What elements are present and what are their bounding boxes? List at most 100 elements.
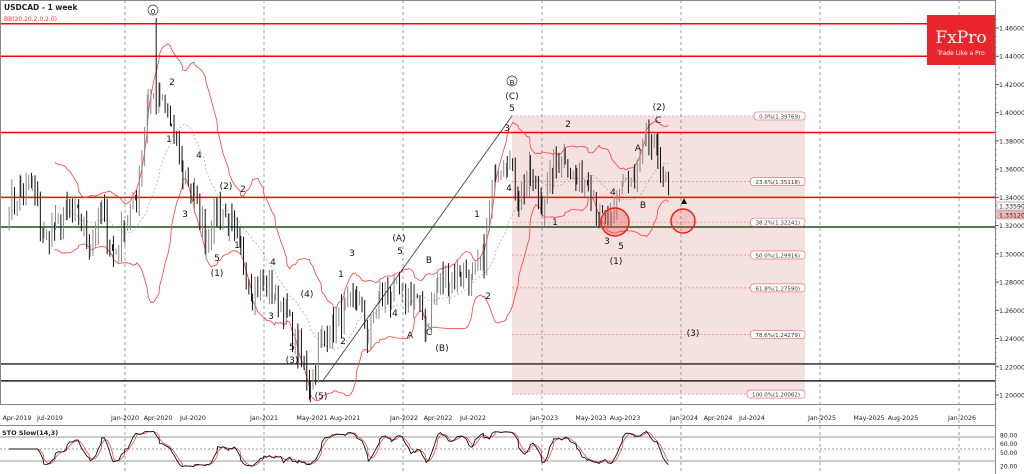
- wave-label: 4: [196, 151, 202, 161]
- wave-label: 2: [485, 292, 491, 302]
- stoch-level-label: 60.00: [1000, 441, 1017, 448]
- wave-label: B: [510, 79, 515, 87]
- wave-label: 2: [169, 78, 175, 88]
- fib-label: 0.0%(1.39769): [759, 114, 800, 120]
- price-tick-label: 1.40000: [999, 110, 1024, 117]
- time-tick-label: Jan-2024: [669, 415, 698, 422]
- time-tick-label: Apr-2022: [424, 415, 453, 422]
- horizontal-levels: [0, 23, 995, 382]
- price-tick-label: 1.22000: [999, 364, 1024, 371]
- wave-label: C: [655, 116, 661, 126]
- wave-label: 1: [552, 218, 558, 228]
- wave-label: (A): [392, 234, 405, 244]
- time-tick-label: Jul-2024: [738, 415, 765, 422]
- time-tick-label: Apr-2024: [704, 415, 733, 422]
- wave-label: (2): [220, 182, 233, 192]
- price-tick-label: 1.28000: [999, 280, 1024, 287]
- time-axis: Apr-2019 Jul-2019 Jan-2020 Apr-2020 Jul-2020…: [3, 415, 976, 422]
- wave-label: (1): [610, 257, 623, 267]
- price-axis: 1.46000 1.44000 1.42000 1.40000 1.38000 1.360…: [995, 19, 1024, 410]
- fib-label-box: [750, 330, 806, 339]
- wave-label: 0: [151, 8, 155, 16]
- wave-label: 5: [397, 247, 403, 257]
- price-tick-label: 1.20000: [999, 392, 1024, 399]
- fib-label: 78.6%(1.24279): [756, 333, 801, 339]
- indicator-label: BB(20,20,2.0,2.0): [4, 16, 57, 23]
- svg-text:FxPro: FxPro: [935, 28, 986, 48]
- wave-label: 5: [214, 254, 220, 264]
- trend-line: [321, 115, 513, 383]
- time-tick-label: May-2021: [296, 415, 327, 422]
- fib-label-box: [750, 250, 806, 260]
- fxpro-logo: FxPro Trade Like a Pro: [927, 15, 995, 65]
- wave-label: B: [640, 201, 646, 211]
- wave-label: 4: [270, 258, 276, 268]
- time-tick-label: Jan-2026: [947, 415, 976, 422]
- time-tick-label: Jan-2025: [807, 415, 836, 422]
- time-tick-label: Aug-2023: [610, 415, 641, 422]
- wave-label: A: [635, 144, 642, 154]
- wave-circle: [147, 4, 159, 16]
- wave-label: 3: [268, 312, 274, 322]
- wave-label: 3: [604, 237, 610, 247]
- wave-label: 3: [349, 249, 355, 259]
- time-grid: [124, 0, 960, 474]
- time-tick-label: Jul-2022: [459, 415, 486, 422]
- fib-label: 61.8%(1.27590): [756, 286, 801, 292]
- time-tick-label: Jul-2020: [179, 415, 206, 422]
- price-tick-label: 1.32000: [999, 223, 1024, 230]
- price-bars: [8, 18, 670, 403]
- bid-price-box: [996, 201, 1024, 211]
- fib-label-box: [750, 177, 806, 186]
- wave-label: 4: [610, 188, 616, 198]
- highlight-circle: [670, 208, 696, 234]
- arrow-up-icon: [681, 198, 687, 204]
- wave-label: (5): [315, 392, 328, 402]
- price-tick-label: 1.36000: [999, 167, 1024, 174]
- wave-label: 4: [506, 184, 512, 194]
- price-tick-label: 1.24000: [999, 336, 1024, 343]
- symbol-title: USDCAD - 1 week: [4, 3, 79, 12]
- middle-band: [54, 124, 669, 350]
- price-tick-label: 1.46000: [999, 26, 1024, 33]
- fib-label: 100.0%(1.20062): [752, 393, 800, 399]
- price-tick-label: 1.44000: [999, 54, 1024, 61]
- wave-label: (C): [505, 92, 518, 102]
- wave-circle: [506, 75, 518, 87]
- fib-label: 23.6%(1.35118): [756, 180, 801, 186]
- time-tick-label: Jan-2023: [529, 415, 558, 422]
- stoch-level-label: 80.00: [1000, 433, 1017, 440]
- time-tick-label: Aug-2025: [888, 415, 919, 422]
- wave-label: C: [426, 328, 432, 338]
- stoch-level-label: 50.00: [1000, 450, 1017, 457]
- wave-label: (1): [211, 269, 224, 279]
- wave-label: 2: [340, 337, 346, 347]
- price-tick-label: 1.30000: [999, 251, 1024, 258]
- price-tick-label: 1.42000: [999, 82, 1024, 89]
- price-tick-label: 1.38000: [999, 138, 1024, 145]
- chart-frame: [0, 0, 996, 405]
- wave-label: (3): [286, 356, 299, 366]
- fib-label-box: [746, 389, 806, 399]
- price-tick-label: 1.34000: [999, 195, 1024, 202]
- ask-price-box: [996, 210, 1024, 220]
- fib-label-box: [750, 217, 806, 227]
- wave-label: 1: [234, 241, 240, 251]
- fib-label: 50.0%(1.29916): [756, 254, 801, 260]
- wave-label: 3: [504, 124, 510, 134]
- wave-label: 5: [618, 242, 624, 252]
- stochastic-title: STO Slow(14,3): [2, 429, 58, 437]
- wave-label: 5: [509, 104, 515, 114]
- time-tick-label: May-2023: [575, 415, 606, 422]
- wave-label: (2): [653, 103, 666, 113]
- fibonacci-labels: 0.0%(1.39769) 23.6%(1.35118) 38.2%(1.32241…: [746, 111, 806, 399]
- fib-label: 38.2%(1.32241): [756, 221, 801, 227]
- wave-label: A: [407, 331, 414, 341]
- wave-label: (3): [687, 329, 700, 339]
- bid-price-label: 1.33590: [999, 204, 1024, 211]
- time-tick-label: Jul-2019: [36, 415, 63, 422]
- wave-label: 2: [240, 185, 246, 195]
